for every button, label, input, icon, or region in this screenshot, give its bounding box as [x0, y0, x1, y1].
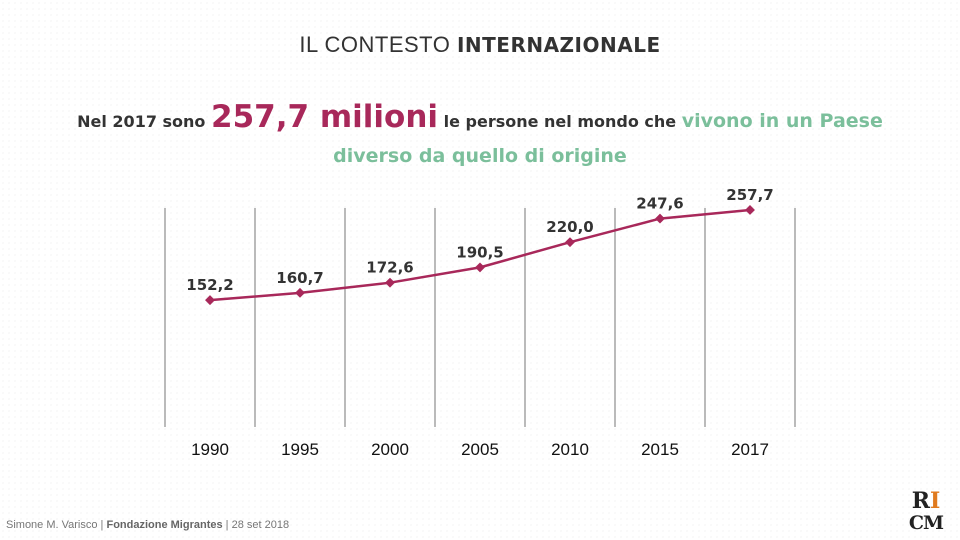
headline-line-2: diverso da quello di origine: [0, 139, 960, 174]
headline-green-2: diverso da quello di origine: [333, 145, 627, 167]
data-points: [205, 205, 755, 306]
headline: Nel 2017 sono 257,7 milioni le persone n…: [0, 100, 960, 174]
gridlines: [164, 208, 796, 427]
data-point: [295, 287, 305, 298]
data-label: 257,7: [726, 186, 773, 204]
data-label: 172,6: [366, 259, 413, 277]
footer-sep: |: [97, 519, 107, 531]
x-tick-label: 2015: [641, 440, 679, 459]
data-labels: 152,2 160,7 172,6 190,5 220,0 247,6 257,7: [186, 186, 773, 294]
footer-date: | 28 set 2018: [222, 519, 290, 531]
x-tick-label: 2017: [731, 440, 769, 459]
logo-letters-cm: CM: [908, 512, 944, 534]
data-label: 160,7: [276, 269, 323, 287]
data-label: 247,6: [636, 195, 683, 213]
slide-title: IL CONTESTO INTERNAZIONALE: [0, 32, 960, 58]
data-point: [385, 277, 395, 288]
data-point: [475, 262, 485, 273]
data-point: [565, 237, 575, 248]
data-label: 152,2: [186, 276, 233, 294]
x-tick-label: 2000: [371, 440, 409, 459]
x-axis-ticks: 1990 1995 2000 2005 2010 2015 2017: [191, 440, 769, 459]
x-tick-label: 1990: [191, 440, 229, 459]
x-tick-label: 1995: [281, 440, 319, 459]
data-point: [205, 295, 215, 306]
footer-org: Fondazione Migrantes: [106, 519, 223, 531]
logo-letter-r: R: [911, 488, 930, 514]
headline-highlight: 257,7 milioni: [211, 99, 439, 135]
headline-part1: Nel 2017 sono: [77, 112, 211, 131]
headline-part2: le persone nel mondo che: [438, 112, 682, 131]
data-label: 190,5: [456, 243, 503, 261]
headline-line-1: Nel 2017 sono 257,7 milioni le persone n…: [0, 100, 960, 139]
footer: Simone M. Varisco | Fondazione Migrantes…: [6, 519, 289, 531]
data-point: [745, 205, 755, 215]
footer-author: Simone M. Varisco: [6, 519, 98, 531]
title-regular: IL CONTESTO: [299, 32, 457, 57]
headline-green-1: vivono in un Paese: [681, 110, 883, 132]
title-bold: INTERNAZIONALE: [456, 33, 661, 57]
data-label: 220,0: [546, 218, 593, 236]
ricm-logo: RI CM: [908, 490, 944, 534]
logo-letter-i: I: [930, 488, 941, 514]
data-point: [655, 213, 665, 224]
x-tick-label: 2010: [551, 440, 589, 459]
x-tick-label: 2005: [461, 440, 499, 459]
